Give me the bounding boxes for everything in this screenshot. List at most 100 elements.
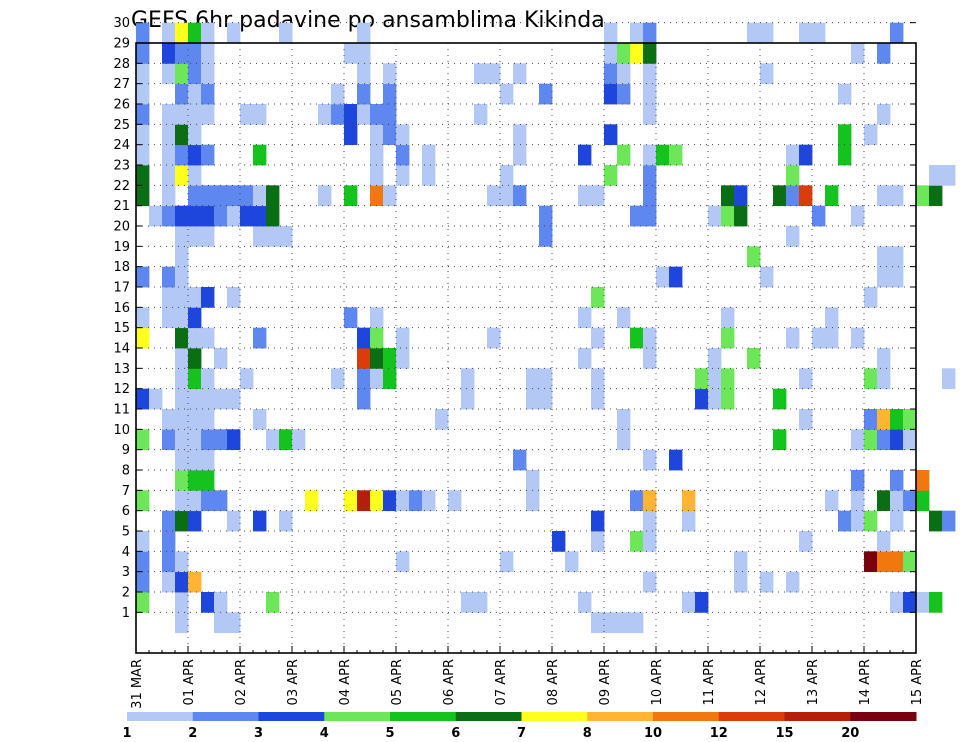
heatmap-cell [721,388,735,410]
heatmap-cell [279,429,293,451]
y-tick-label: 30 [113,16,130,31]
heatmap-cell [188,571,202,593]
heatmap-cell [526,368,540,390]
heatmap-cell [903,429,917,451]
heatmap-cell [591,368,605,390]
heatmap-cell [773,185,787,207]
colorbar-swatch [455,712,522,721]
heatmap-cell [188,226,202,247]
colorbar-swatch [587,712,654,721]
heatmap-cell [929,185,943,207]
heatmap-cell [227,22,241,44]
heatmap-cell [864,287,878,308]
y-tick-label: 7 [122,484,130,499]
heatmap-cell [877,185,891,207]
heatmap-cell [201,449,215,471]
heatmap-cell [357,63,371,85]
heatmap-cell [591,327,605,349]
heatmap-cell [188,205,202,227]
heatmap-cell [851,327,865,349]
heatmap-cell [175,429,189,451]
heatmap-cell [409,490,423,512]
heatmap-cell [136,124,150,146]
x-tick-label: 01 APR [182,659,197,705]
heatmap-cell [201,409,215,430]
colorbar-swatch [850,712,917,721]
y-tick-label: 18 [113,260,130,275]
heatmap-cell [188,348,202,369]
heatmap-cell [344,124,358,146]
heatmap-cell [864,551,878,573]
colorbar-label: 8 [583,726,592,741]
heatmap-cell [175,307,189,329]
heatmap-cell [877,246,891,268]
heatmap-cell [591,388,605,410]
heatmap-cell [539,205,553,227]
colorbar-label: 5 [385,726,394,741]
heatmap-cell [604,612,618,634]
x-tick-label: 08 APR [546,659,561,705]
heatmap-cell [643,205,657,227]
heatmap-cell [760,63,774,85]
x-tick-label: 10 APR [650,659,665,705]
heatmap-cell [682,510,696,532]
heatmap-cell [630,43,644,64]
heatmap-cell [175,551,189,573]
heatmap-cell [357,368,371,390]
y-tick-label: 23 [113,159,130,174]
heatmap-cell [474,104,488,125]
heatmap-cell [539,368,553,390]
heatmap-cell [383,348,397,369]
heatmap-cell [734,571,748,593]
heatmap-cell [617,307,631,329]
heatmap-cell [175,368,189,390]
heatmap-cell [539,83,553,105]
colorbar-label: 10 [644,726,662,741]
heatmap-cell [682,592,696,613]
heatmap-cell [903,551,917,573]
heatmap-cell [877,368,891,390]
heatmap-cell [357,104,371,125]
y-tick-label: 19 [113,240,130,255]
heatmap-cell [578,348,592,369]
heatmap-cell [383,368,397,390]
heatmap-cell [175,104,189,125]
heatmap-cell [149,205,163,227]
colorbar-swatch [390,712,457,721]
heatmap-cell [201,327,215,349]
heatmap-cell [162,307,176,329]
heatmap-cell [643,531,657,552]
heatmap-cell [253,409,267,430]
heatmap-cell [175,124,189,146]
y-tick-label: 14 [113,342,130,357]
heatmap-cell [162,429,176,451]
heatmap-cell [760,571,774,593]
heatmap-cell [396,348,410,369]
heatmap-cell [864,124,878,146]
y-tick-label: 11 [113,403,130,418]
heatmap-cell [773,388,787,410]
heatmap-cell [201,592,215,613]
colorbar-swatch [718,712,785,721]
heatmap-cell [877,531,891,552]
colorbar: 1 2 3 4 5 6 7 8 10 12 15 20 [122,712,917,741]
heatmap-cell [474,592,488,613]
heatmap-cell [903,490,917,512]
heatmap-cell [279,510,293,532]
heatmap-cell [578,185,592,207]
y-tick-label: 6 [122,504,130,519]
heatmap-cell [201,226,215,247]
heatmap-cell [136,83,150,105]
heatmap-cell [513,144,527,166]
heatmap-cell [240,104,254,125]
heatmap-cell [838,83,852,105]
heatmap-cell [708,368,722,390]
heatmap-cell [721,368,735,390]
heatmap-cell [136,104,150,125]
heatmap-cell [604,63,618,85]
heatmap-cell [422,144,436,166]
heatmap-cell [162,185,176,207]
heatmap-cell [162,63,176,85]
heatmap-cell [266,205,280,227]
heatmap-cell [201,43,215,64]
